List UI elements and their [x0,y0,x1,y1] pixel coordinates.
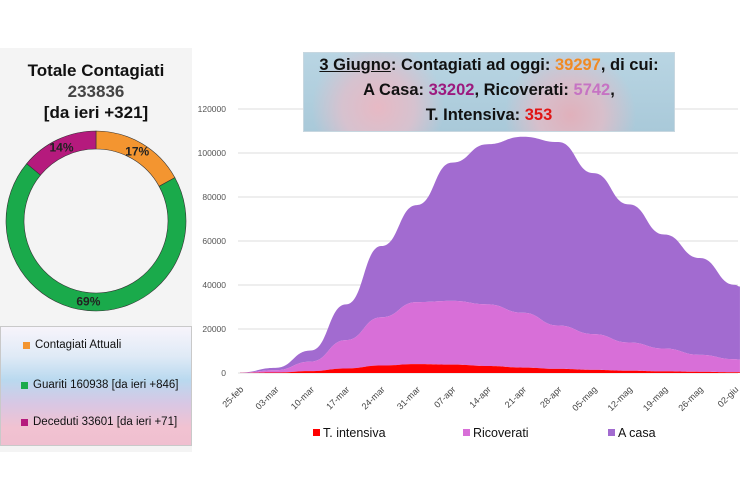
donut-slice-deceduti [26,130,97,176]
legend-item-deceduti: Deceduti 33601 [da ieri +71] [21,416,177,428]
summary-panel: Totale Contagiati 233836 [da ieri +321] … [0,48,192,452]
legend-label: A casa [618,426,656,440]
donut-label: 17% [125,144,149,158]
summary-banner: 3 Giugno: Contagiati ad oggi: 39297, di … [303,52,675,132]
banner-ti: 353 [524,106,553,124]
legend-swatch [608,429,615,436]
banner-line-1: 3 Giugno: Contagiati ad oggi: 39297, di … [304,53,674,78]
banner-text: , di cui: [600,56,659,74]
legend-item-guariti: Guariti 160938 [da ieri +846] [21,379,178,391]
x-tick-label: 02-giu [716,384,741,409]
area-t-intensiva [240,364,740,373]
y-tick-label: 20000 [202,324,226,334]
x-tick-label: 07-apr [432,384,457,409]
x-tick-label: 17-mar [324,384,351,411]
donut-label: 69% [76,295,100,309]
banner-date: 3 Giugno [319,56,391,74]
x-tick-label: 26-mag [676,384,705,413]
summary-title: Totale Contagiati 233836 [da ieri +321] [0,60,192,123]
banner-attuali: 39297 [554,56,601,74]
legend-swatch [23,341,30,349]
legend-swatch [313,429,320,436]
y-tick-label: 40000 [202,280,226,290]
banner-text: , [610,81,615,99]
y-tick-label: 80000 [202,192,226,202]
x-tick-label: 05-mag [570,384,599,413]
banner-casa: 33202 [428,81,475,99]
y-tick-label: 60000 [202,236,226,246]
x-tick-label: 24-mar [360,384,387,411]
legend-swatch [463,429,470,436]
y-tick-label: 0 [221,368,226,378]
banner-text: : Contagiati ad oggi: [390,56,555,74]
y-tick-label: 120000 [198,104,227,114]
total-delta: [da ieri +321] [43,103,149,122]
y-tick-label: 100000 [198,148,227,158]
x-tick-label: 03-mar [254,384,281,411]
banner-line-3: T. Intensiva: 353 [304,103,674,128]
donut-legend: Contagiati Attuali Guariti 160938 [da ie… [0,326,192,446]
legend-item-attuali: Contagiati Attuali [23,339,121,351]
banner-text: A Casa: [363,81,429,99]
donut-chart: 17% 69% 14% [5,130,187,312]
legend-swatch [21,381,28,389]
total-value: 233836 [67,82,125,101]
total-label: Totale Contagiati [27,61,165,80]
x-tick-label: 10-mar [289,384,316,411]
banner-line-2: A Casa: 33202, Ricoverati: 5742, [304,78,674,103]
legend-label: Deceduti 33601 [da ieri +71] [33,416,178,428]
donut-slice-guariti [5,163,187,312]
x-tick-label: 19-mag [641,384,670,413]
donut-label: 14% [49,141,73,155]
x-tick-label: 21-apr [503,384,528,409]
legend-label: Ricoverati [473,426,529,440]
x-tick-label: 28-apr [538,384,563,409]
x-tick-label: 12-mag [606,384,635,413]
legend-label: Contagiati Attuali [35,339,122,351]
legend-label: Guariti 160938 [da ieri +846] [33,379,179,391]
x-tick-label: 25-feb [220,384,245,409]
legend-swatch [21,418,28,426]
banner-text: T. Intensiva: [425,106,525,124]
x-tick-label: 31-mar [395,384,422,411]
x-tick-label: 14-apr [467,384,492,409]
legend-label: T. intensiva [323,426,386,440]
area-ricoverati [240,300,740,373]
area-a-casa [240,136,740,373]
banner-text: , Ricoverati: [474,81,574,99]
banner-ricoverati: 5742 [573,81,611,99]
